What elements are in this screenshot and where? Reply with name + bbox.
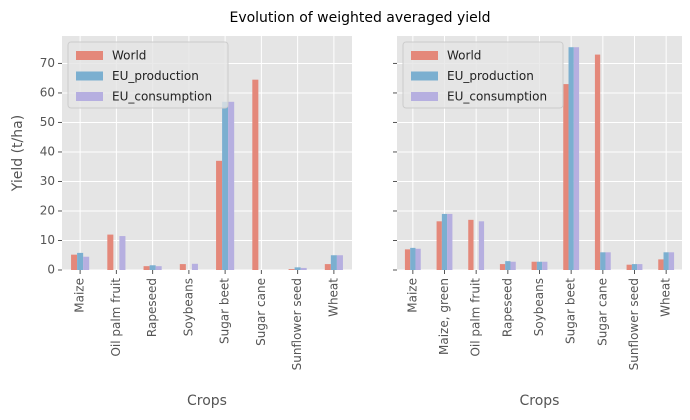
bar: [143, 266, 150, 270]
x-axis-label: Crops: [520, 393, 560, 409]
bar: [468, 219, 474, 270]
legend: World EU_production EU_consumption: [67, 41, 229, 109]
bar: [415, 248, 421, 270]
legend-box: [402, 41, 564, 109]
bar: [573, 47, 580, 270]
bar: [324, 264, 331, 270]
bar: [563, 84, 569, 270]
bar: [668, 252, 675, 270]
bar: [191, 263, 198, 270]
y-tick-label: 10: [40, 233, 55, 247]
bar: [626, 264, 632, 270]
bar: [228, 101, 235, 270]
bar: [499, 264, 506, 270]
legend-label: EU_consumption: [447, 90, 547, 104]
bar: [568, 47, 574, 270]
legend-label: World: [112, 49, 146, 63]
x-tick-label: Rapeseed: [145, 278, 159, 337]
panel: 0 10 20 30 40 50 60 70 Maize Oil palm fruit Rapese…: [10, 36, 352, 409]
bar: [222, 101, 229, 270]
bar: [663, 252, 669, 270]
bar: [410, 247, 416, 270]
x-tick-label: Sugar cane: [254, 278, 268, 346]
x-tick-label: Sugar beet: [218, 278, 232, 344]
bar: [77, 252, 84, 270]
bar: [149, 265, 156, 270]
bar: [594, 54, 601, 270]
legend-swatch: [411, 92, 438, 101]
legend-swatch: [76, 71, 103, 81]
bar: [631, 264, 638, 270]
legend-swatch: [411, 51, 438, 60]
bar: [330, 255, 337, 270]
bar: [404, 249, 411, 270]
x-tick-label: Wheat: [659, 278, 673, 317]
bar: [447, 213, 453, 270]
y-axis-label: Yield (t/ha): [10, 115, 26, 192]
bar: [542, 261, 548, 270]
bar: [436, 221, 442, 270]
x-tick-label: Sugar cane: [595, 278, 609, 346]
x-axis-label: Crops: [187, 393, 227, 409]
panel: Maize Maize, green Oil palm fruit Rapeseed S…: [393, 36, 682, 409]
x-tick-label: Maize, green: [437, 278, 451, 355]
legend-label: EU_production: [447, 69, 534, 83]
bar: [216, 160, 223, 270]
bar: [336, 255, 343, 270]
legend-label: EU_consumption: [112, 90, 212, 104]
x-tick-label: Maize: [73, 278, 87, 313]
bar: [637, 264, 643, 270]
bar: [294, 267, 301, 270]
legend-swatch: [411, 71, 438, 81]
y-tick-label: 50: [40, 115, 55, 129]
legend-swatch: [76, 92, 103, 101]
x-tick-label: Rapeseed: [500, 278, 514, 337]
x-tick-label: Sunflower seed: [290, 278, 304, 370]
y-tick-label: 0: [47, 263, 55, 277]
y-tick-label: 60: [40, 85, 55, 99]
bar: [478, 221, 485, 270]
x-tick-label: Wheat: [326, 278, 340, 317]
bar: [107, 234, 114, 270]
x-tick-label: Soybeans: [181, 278, 195, 336]
y-tick-label: 40: [40, 144, 55, 158]
figure-title: Evolution of weighted averaged yield: [229, 10, 490, 26]
y-tick-label: 70: [40, 56, 55, 70]
bar: [510, 261, 516, 270]
x-tick-label: Sunflower seed: [627, 278, 641, 370]
bar: [505, 261, 511, 270]
bar: [441, 213, 448, 270]
bar: [536, 261, 543, 270]
bar: [605, 252, 611, 270]
legend-swatch: [76, 51, 103, 60]
bar: [531, 261, 537, 270]
x-tick-label: Maize: [405, 278, 419, 313]
bar: [71, 254, 78, 270]
legend-label: EU_production: [112, 69, 199, 83]
x-tick-label: Oil palm fruit: [109, 278, 123, 357]
bar: [119, 236, 126, 270]
bar: [300, 267, 307, 270]
bar: [288, 269, 295, 270]
bar: [179, 264, 186, 270]
x-tick-label: Sugar beet: [564, 278, 578, 344]
bar: [600, 252, 606, 270]
legend-box: [67, 41, 229, 109]
bar: [83, 256, 90, 270]
bar: [155, 266, 162, 270]
x-tick-label: Soybeans: [532, 278, 546, 336]
y-tick-label: 30: [40, 174, 55, 188]
bar: [252, 79, 259, 270]
bar: [658, 259, 664, 270]
x-tick-label: Oil palm fruit: [469, 278, 483, 357]
legend-label: World: [447, 49, 481, 63]
legend: World EU_production EU_consumption: [402, 41, 564, 109]
y-tick-label: 20: [40, 203, 55, 217]
